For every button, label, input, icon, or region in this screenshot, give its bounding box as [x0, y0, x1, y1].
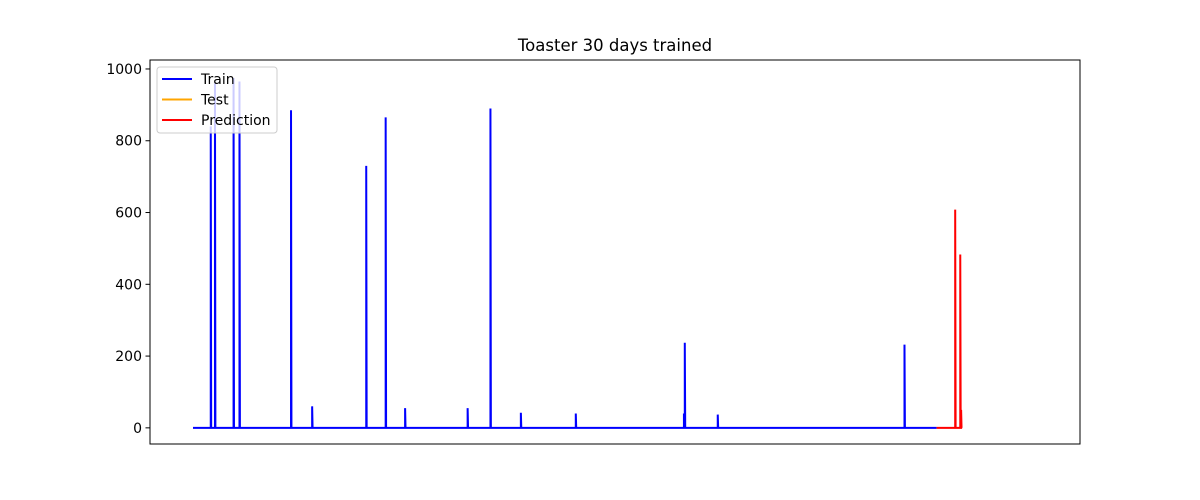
- series-line-train: [193, 77, 937, 429]
- y-tick-label: 200: [115, 349, 142, 365]
- plot-series-group: [193, 77, 963, 429]
- series-line-prediction: [936, 209, 963, 429]
- legend: Train Test Prediction: [156, 66, 278, 134]
- y-tick-label: 600: [115, 206, 142, 222]
- y-tick-label: 800: [115, 134, 142, 150]
- legend-box: [156, 66, 278, 134]
- y-tick-label: 1000: [106, 62, 142, 78]
- chart-title: Toaster 30 days trained: [517, 36, 712, 55]
- y-axis: 0 200 400 600 800 1000: [106, 62, 150, 437]
- legend-label-prediction: Prediction: [201, 113, 271, 129]
- legend-label-test: Test: [200, 93, 229, 109]
- y-tick-label: 0: [133, 421, 142, 437]
- legend-label-train: Train: [200, 72, 235, 88]
- axes-frame: [149, 59, 1081, 445]
- y-tick-label: 400: [115, 277, 142, 293]
